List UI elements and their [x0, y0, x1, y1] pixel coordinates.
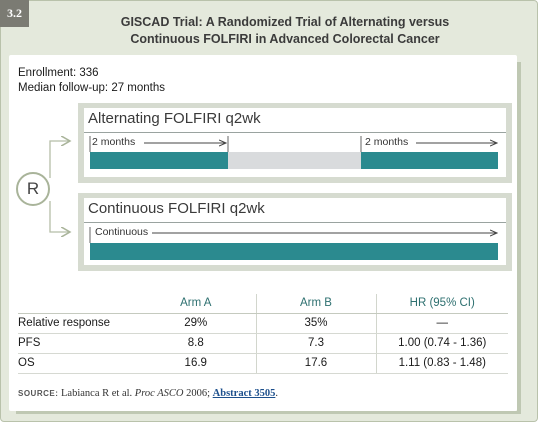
- continuous-arm-title: Continuous FOLFIRI q2wk: [88, 200, 265, 217]
- source-year: 2006;: [183, 388, 213, 399]
- table-header-arm-b: Arm B: [255, 294, 376, 314]
- continuous-treatment-bar: [90, 243, 498, 260]
- abstract-link[interactable]: Abstract 3505: [212, 388, 276, 399]
- alternating-label-left: 2 months: [91, 136, 137, 148]
- row-label: PFS: [18, 333, 136, 354]
- figure-title: GISCAD Trial: A Randomized Trial of Alte…: [40, 14, 530, 48]
- trial-meta: Enrollment: 336 Median follow-up: 27 mon…: [18, 66, 165, 96]
- alternating-arm-title: Alternating FOLFIRI q2wk: [88, 110, 261, 127]
- table-header-arm-a: Arm A: [136, 294, 256, 314]
- arm-a-value: 29%: [136, 313, 256, 334]
- randomization-circle: R: [16, 172, 50, 206]
- row-label: OS: [18, 353, 136, 374]
- alternating-treatment-bar-1: [90, 152, 228, 169]
- alternating-title-rule: [84, 132, 506, 133]
- arm-b-value: 35%: [255, 313, 376, 334]
- hr-value: —: [375, 313, 508, 334]
- continuous-title-rule: [84, 222, 506, 223]
- arm-b-value: 7.3: [255, 333, 376, 354]
- table-row: OS 16.9 17.6 1.11 (0.83 - 1.48): [18, 353, 508, 374]
- table-row: Relative response 29% 35% —: [18, 313, 508, 334]
- arm-a-value: 8.8: [136, 333, 256, 354]
- figure-number-badge: 3.2: [0, 0, 29, 27]
- source-end: .: [275, 388, 278, 399]
- alternating-break-bar: [228, 152, 361, 169]
- row-label: Relative response: [18, 313, 136, 334]
- arm-b-value: 17.6: [255, 353, 376, 374]
- arm-a-value: 16.9: [136, 353, 256, 374]
- connector-to-continuous: [49, 201, 70, 232]
- table-header-row: Arm A Arm B HR (95% CI): [18, 294, 508, 314]
- followup-text: Median follow-up: 27 months: [18, 82, 166, 94]
- hr-value: 1.00 (0.74 - 1.36): [375, 333, 508, 354]
- source-label: SOURCE:: [18, 389, 59, 398]
- table-header-hr: HR (95% CI): [375, 294, 508, 314]
- figure-title-line-2: Continuous FOLFIRI in Advanced Colorecta…: [130, 32, 440, 46]
- hr-value: 1.11 (0.83 - 1.48): [375, 353, 508, 374]
- connector-to-alternating: [49, 141, 70, 178]
- alternating-treatment-bar-2: [361, 152, 498, 169]
- panel-shadow-bottom: [16, 411, 521, 414]
- table-header-blank: [18, 294, 136, 314]
- continuous-label: Continuous: [94, 226, 150, 238]
- alternating-label-right: 2 months: [364, 136, 410, 148]
- results-table: Arm A Arm B HR (95% CI) Relative respons…: [18, 294, 508, 374]
- figure-title-line-1: GISCAD Trial: A Randomized Trial of Alte…: [120, 15, 450, 29]
- source-citation: SOURCE: Labianca R et al. Proc ASCO 2006…: [18, 388, 278, 399]
- source-journal: Proc ASCO: [134, 388, 184, 399]
- table-row: PFS 8.8 7.3 1.00 (0.74 - 1.36): [18, 333, 508, 354]
- source-authors: Labianca R et al.: [58, 388, 135, 399]
- enrollment-text: Enrollment: 336: [18, 67, 99, 79]
- panel-shadow-right: [517, 62, 521, 414]
